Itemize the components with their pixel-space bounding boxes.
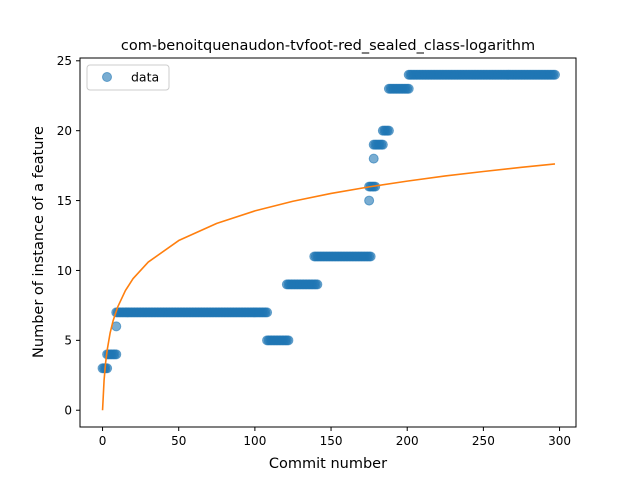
y-tick-label: 5 [64,334,72,348]
data-point [102,363,113,374]
x-tick-label: 250 [472,434,495,448]
data-point [365,251,376,262]
data-point [262,307,273,318]
y-axis: 0 5 10 15 20 25 [57,54,80,418]
data-point [364,195,375,206]
data-point [403,83,414,94]
x-tick-label: 50 [171,434,186,448]
axes-frame [79,57,577,428]
data-point [111,349,122,360]
x-axis-label: Commit number [269,456,387,472]
data-point [283,335,294,346]
y-tick-label: 25 [57,54,72,68]
series-data [97,69,560,374]
x-tick-label: 100 [243,434,266,448]
x-tick-label: 150 [320,434,343,448]
y-axis-label: Number of instance of a feature [31,126,47,358]
chart-title: com-benoitquenaudon-tvfoot-red_sealed_cl… [121,38,535,54]
x-axis: 0 50 100 150 200 250 300 [99,427,571,448]
legend: data [86,64,170,91]
x-tick-label: 200 [396,434,419,448]
y-tick-label: 10 [57,264,72,278]
data-point [377,139,388,150]
data-point [383,125,394,136]
x-tick-label: 0 [99,434,107,448]
legend-marker-data [102,72,112,82]
series-log-fit-line [101,163,556,411]
y-tick-label: 15 [57,194,72,208]
data-point [368,153,379,164]
y-tick-label: 20 [57,124,72,138]
x-tick-label: 300 [548,434,571,448]
legend-label-data: data [131,70,159,85]
legend-box [86,64,170,91]
plot-area [97,69,560,411]
y-tick-label: 0 [64,404,72,418]
data-point [312,279,323,290]
data-point [549,69,560,80]
